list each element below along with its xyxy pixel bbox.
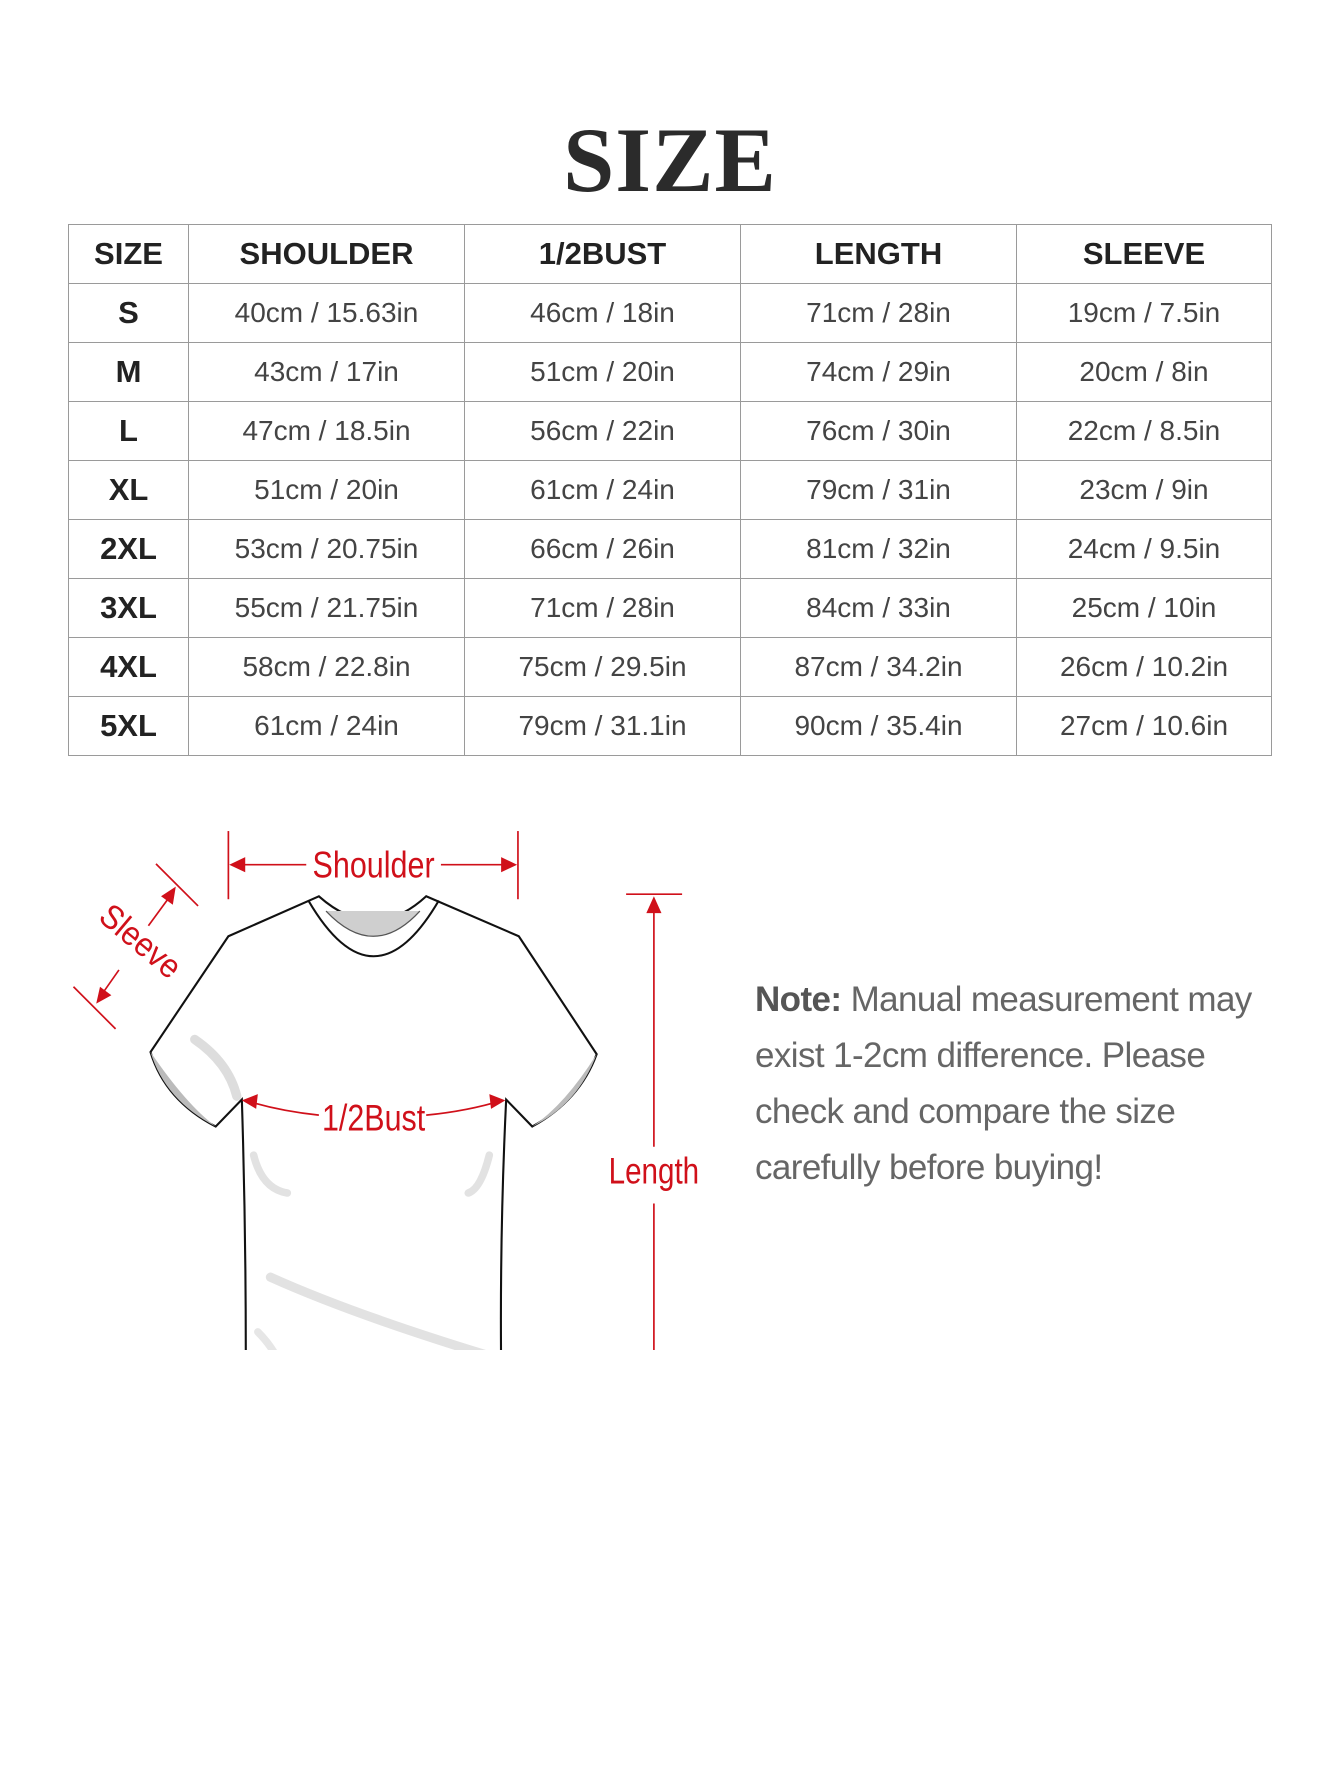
cell-bust: 66cm / 26in — [464, 519, 741, 579]
shoulder-label: Shoulder — [313, 843, 435, 885]
cell-bust: 56cm / 22in — [464, 401, 741, 461]
table-row: M 43cm / 17in 51cm / 20in 74cm / 29in 20cm /… — [68, 342, 1272, 402]
cell-shoulder: 58cm / 22.8in — [188, 637, 465, 697]
header-sleeve: SLEEVE — [1016, 224, 1272, 284]
cell-sleeve: 23cm / 9in — [1016, 460, 1272, 520]
table-header-row: SIZE SHOULDER 1/2BUST LENGTH SLEEVE — [68, 224, 1272, 284]
cell-size: 3XL — [68, 578, 189, 638]
cell-length: 79cm / 31in — [740, 460, 1017, 520]
cell-sleeve: 22cm / 8.5in — [1016, 401, 1272, 461]
cell-length: 90cm / 35.4in — [740, 696, 1017, 756]
arrow-left-icon — [229, 857, 246, 873]
header-length: LENGTH — [740, 224, 1017, 284]
cell-sleeve: 27cm / 10.6in — [1016, 696, 1272, 756]
cell-sleeve: 20cm / 8in — [1016, 342, 1272, 402]
cell-length: 71cm / 28in — [740, 283, 1017, 343]
sleeve-arrow-up-icon — [161, 886, 176, 905]
cell-shoulder: 47cm / 18.5in — [188, 401, 465, 461]
cell-sleeve: 25cm / 10in — [1016, 578, 1272, 638]
cell-shoulder: 51cm / 20in — [188, 460, 465, 520]
cell-shoulder: 53cm / 20.75in — [188, 519, 465, 579]
cell-size: 4XL — [68, 637, 189, 697]
sleeve-label: Sleeve — [92, 897, 188, 986]
cell-bust: 51cm / 20in — [464, 342, 741, 402]
size-table: SIZE SHOULDER 1/2BUST LENGTH SLEEVE S 40c… — [68, 224, 1272, 756]
sleeve-arrow-down-icon — [96, 986, 112, 1004]
table-row: 5XL 61cm / 24in 79cm / 31.1in 90cm / 35.4in… — [68, 696, 1272, 756]
note-text: Note: Manual measurement may exist 1-2cm… — [755, 972, 1295, 1196]
cell-size: M — [68, 342, 189, 402]
cell-shoulder: 55cm / 21.75in — [188, 578, 465, 638]
bust-arrow-left-icon — [241, 1094, 258, 1109]
cell-length: 81cm / 32in — [740, 519, 1017, 579]
cell-size: 2XL — [68, 519, 189, 579]
cell-length: 74cm / 29in — [740, 342, 1017, 402]
cell-shoulder: 43cm / 17in — [188, 342, 465, 402]
cell-sleeve: 19cm / 7.5in — [1016, 283, 1272, 343]
header-shoulder: SHOULDER — [188, 224, 465, 284]
cell-size: S — [68, 283, 189, 343]
cell-length: 84cm / 33in — [740, 578, 1017, 638]
table-row: 4XL 58cm / 22.8in 75cm / 29.5in 87cm / 34.2… — [68, 637, 1272, 697]
cell-bust: 79cm / 31.1in — [464, 696, 741, 756]
cell-bust: 71cm / 28in — [464, 578, 741, 638]
tshirt-icon — [149, 895, 598, 1350]
length-label: Length — [609, 1150, 699, 1192]
cell-shoulder: 40cm / 15.63in — [188, 283, 465, 343]
cell-shoulder: 61cm / 24in — [188, 696, 465, 756]
cell-sleeve: 24cm / 9.5in — [1016, 519, 1272, 579]
page-title: SIZE — [563, 109, 777, 211]
cell-bust: 46cm / 18in — [464, 283, 741, 343]
bust-label: 1/2Bust — [322, 1097, 426, 1139]
table-row: XL 51cm / 20in 61cm / 24in 79cm / 31in 23cm … — [68, 460, 1272, 520]
cell-size: 5XL — [68, 696, 189, 756]
cell-length: 76cm / 30in — [740, 401, 1017, 461]
table-row: L 47cm / 18.5in 56cm / 22in 76cm / 30in 22cm… — [68, 401, 1272, 461]
bust-arrow-right-icon — [489, 1094, 506, 1109]
cell-bust: 75cm / 29.5in — [464, 637, 741, 697]
cell-size: L — [68, 401, 189, 461]
table-row: 3XL 55cm / 21.75in 71cm / 28in 84cm / 33in 2… — [68, 578, 1272, 638]
table-row: 2XL 53cm / 20.75in 66cm / 26in 81cm / 32in 2… — [68, 519, 1272, 579]
tshirt-diagram: Shoulder 1/2Bust Length Sleeve — [72, 831, 699, 1350]
note-body: Manual measurement may exist 1-2cm diffe… — [755, 980, 1252, 1187]
cell-length: 87cm / 34.2in — [740, 637, 1017, 697]
arrow-right-icon — [501, 857, 518, 873]
header-size: SIZE — [68, 224, 189, 284]
cell-size: XL — [68, 460, 189, 520]
table-row: S 40cm / 15.63in 46cm / 18in 71cm / 28in 19c… — [68, 283, 1272, 343]
arrow-up-icon — [646, 896, 662, 914]
cell-bust: 61cm / 24in — [464, 460, 741, 520]
note-label: Note: — [755, 980, 842, 1019]
header-bust: 1/2BUST — [464, 224, 741, 284]
cell-sleeve: 26cm / 10.2in — [1016, 637, 1272, 697]
